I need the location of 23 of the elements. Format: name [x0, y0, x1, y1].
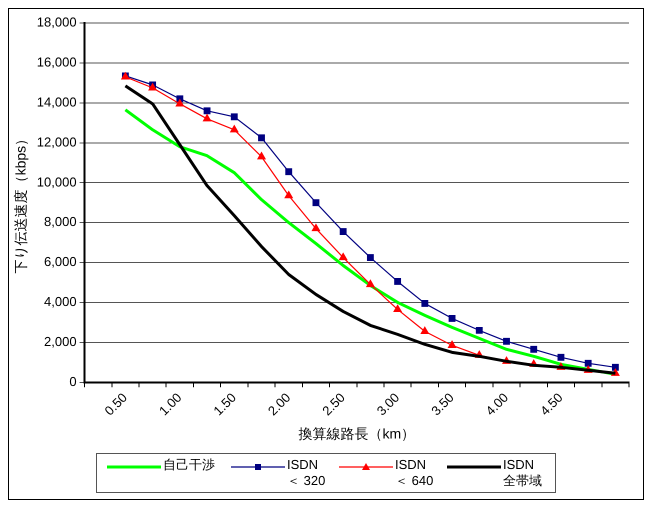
x-tick-label: 3.00 [374, 390, 402, 418]
x-tick-label: 4.00 [482, 390, 512, 418]
y-tick-label: 16,000 [36, 54, 77, 70]
y-tick-label: 4,000 [44, 294, 77, 310]
y-tick-label: 14,000 [36, 94, 77, 110]
x-tick-label: 0.50 [102, 390, 130, 418]
legend-label: ISDN ＜ 320 [287, 457, 326, 489]
x-tick-label: 3.50 [428, 390, 457, 418]
y-tick-label: 2,000 [44, 334, 77, 349]
y-tick-label: 8,000 [44, 214, 77, 230]
legend-label: 自己干渉 [163, 457, 216, 473]
legend-label: ISDN 全帯域 [503, 457, 543, 489]
x-tick-label: 1.50 [210, 390, 239, 418]
y-tick-label: 18,000 [36, 14, 77, 30]
x-tick-label: 1.00 [156, 390, 184, 418]
x-axis-title: 換算線路長（km） [298, 425, 416, 442]
y-tick-label: 10,000 [36, 174, 77, 190]
y-tick-label: 12,000 [36, 134, 77, 150]
y-tick-label: 0 [69, 374, 77, 389]
x-tick-label: 4.50 [537, 390, 566, 418]
y-axis-title: 下り伝送速度（kbps） [12, 132, 28, 274]
y-tick-label: 6,000 [44, 254, 77, 270]
legend-label: ISDN ＜ 640 [395, 457, 434, 489]
